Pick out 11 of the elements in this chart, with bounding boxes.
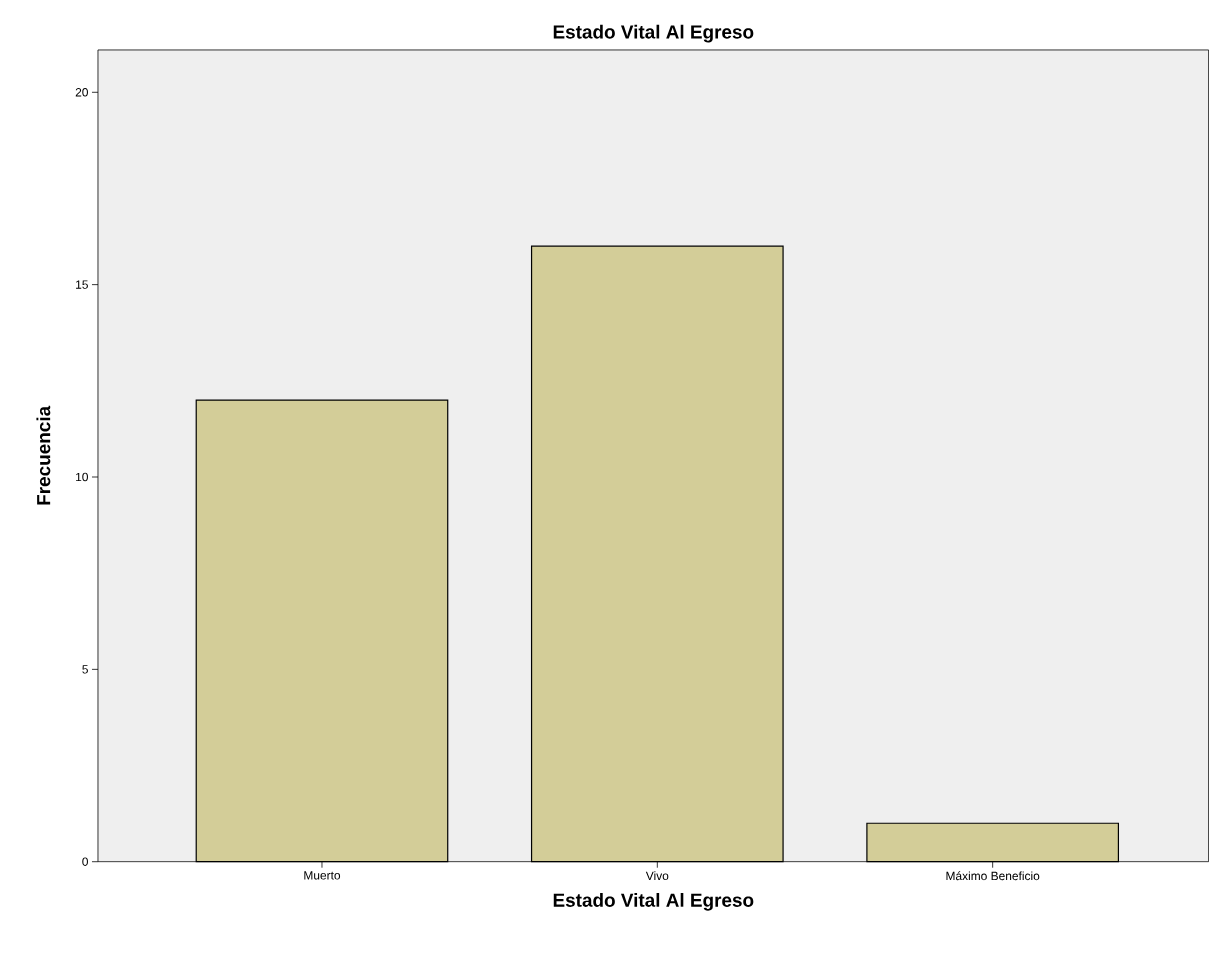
x-tick-label: Máximo Beneficio [946,871,1040,881]
y-tick-label: 5 [82,665,88,674]
x-axis-title: Estado Vital Al Egreso [553,893,754,911]
y-axis-title: Frecuencia [36,405,51,505]
x-tick-label: Vivo [645,871,669,881]
y-tick-label: 0 [82,857,88,867]
x-tick-label: Muerto [304,871,341,880]
y-tick-label: 20 [75,88,88,97]
chart-title: Estado Vital Al Egreso [553,24,754,43]
y-tick-label: 15 [76,280,88,289]
y-tick-label: 10 [76,472,88,482]
